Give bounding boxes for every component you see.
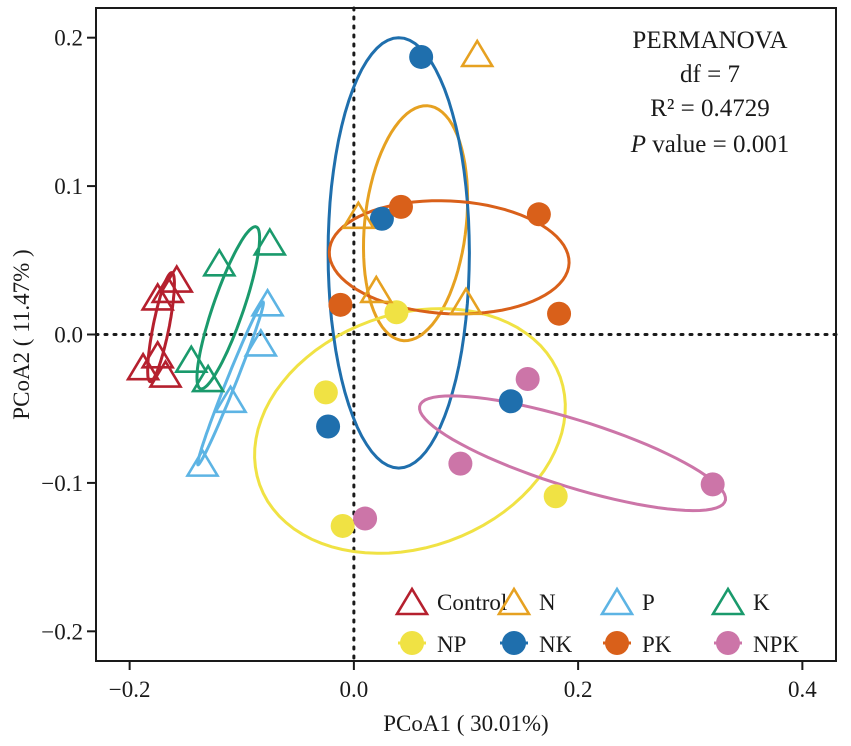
- ellipse-k: [195, 225, 262, 391]
- ellipse-np: [253, 307, 567, 555]
- point-np: [330, 513, 355, 538]
- point-p: [243, 327, 279, 357]
- legend-label-p: P: [642, 590, 655, 615]
- point-k: [252, 226, 288, 256]
- point-control: [140, 281, 175, 311]
- permanova-p-value: P value = 0.001: [630, 131, 790, 158]
- point-k: [174, 344, 209, 374]
- point-k: [190, 363, 226, 393]
- y-tick-label: −0.2: [41, 619, 83, 644]
- point-npk: [515, 367, 540, 392]
- permanova-r2: R² = 0.4729: [650, 95, 770, 122]
- legend-label-npk: NPK: [753, 632, 799, 657]
- x-tick-label: 0.4: [788, 677, 817, 702]
- ellipse-p: [196, 300, 265, 467]
- ellipse-nk: [326, 36, 471, 470]
- legend-label-nk: NK: [539, 632, 573, 657]
- y-axis-ticks: −0.2 −0.1 0.0 0.1 0.2: [41, 26, 96, 644]
- point-nk: [316, 414, 341, 439]
- point-nk: [369, 206, 394, 231]
- point-pk: [328, 292, 353, 317]
- point-n: [359, 274, 394, 304]
- legend-label-np: NP: [437, 632, 466, 657]
- legend-key-np: [400, 631, 424, 655]
- legend-key-pk: [605, 631, 629, 655]
- point-np: [543, 484, 568, 509]
- point-nk: [409, 44, 434, 69]
- x-axis-ticks: −0.2 0.0 0.2 0.4: [109, 661, 817, 702]
- ellipse-pk: [327, 199, 571, 316]
- point-npk: [353, 506, 378, 531]
- point-n: [459, 38, 495, 68]
- point-pk: [547, 301, 572, 326]
- legend-key-k: [710, 586, 746, 616]
- point-np: [384, 300, 409, 325]
- legend-key-npk: [716, 631, 740, 655]
- point-n: [341, 200, 376, 230]
- permanova-title: PERMANOVA: [632, 27, 787, 54]
- x-tick-label: 0.0: [340, 677, 369, 702]
- point-control: [159, 264, 195, 293]
- y-tick-label: −0.1: [41, 471, 83, 496]
- x-tick-label: −0.2: [109, 677, 151, 702]
- legend-label-k: K: [753, 590, 770, 615]
- data-points: [125, 38, 725, 538]
- legend: Control N P KNP NK PK NPK: [394, 586, 799, 657]
- point-p: [213, 384, 248, 414]
- point-control: [140, 339, 175, 369]
- ellipse-npk: [418, 394, 728, 513]
- confidence-ellipses: [146, 36, 728, 555]
- p-italic: P: [630, 131, 646, 158]
- legend-label-n: N: [539, 590, 556, 615]
- point-nk: [498, 389, 523, 414]
- point-p: [250, 287, 285, 317]
- legend-key-control: [394, 586, 430, 616]
- y-axis-label: PCoA2 ( 11.47% ): [9, 249, 34, 419]
- point-npk: [448, 451, 473, 476]
- point-pk: [388, 194, 413, 219]
- permanova-annotation: PERMANOVA df = 7 R² = 0.4729 P value = 0…: [630, 27, 790, 158]
- legend-key-n: [496, 586, 532, 616]
- point-np: [313, 380, 338, 405]
- x-tick-label: 0.2: [564, 677, 593, 702]
- legend-label-control: Control: [437, 590, 507, 615]
- permanova-df: df = 7: [680, 61, 740, 88]
- point-pk: [526, 202, 551, 227]
- point-k: [202, 247, 237, 277]
- point-control: [150, 274, 186, 304]
- y-tick-label: 0.2: [54, 26, 83, 51]
- legend-key-nk: [502, 631, 526, 655]
- x-axis-label: PCoA1 ( 30.01%): [383, 711, 548, 736]
- point-npk: [700, 472, 725, 497]
- y-tick-label: 0.0: [54, 323, 83, 348]
- ellipse-n: [361, 104, 470, 343]
- legend-key-p: [599, 586, 635, 616]
- point-n: [448, 286, 484, 316]
- point-p: [185, 448, 220, 477]
- y-tick-label: 0.1: [54, 174, 83, 199]
- point-control: [148, 359, 183, 388]
- p-value-text: value = 0.001: [646, 131, 789, 158]
- legend-label-pk: PK: [642, 632, 672, 657]
- zero-reference-lines: [94, 6, 838, 663]
